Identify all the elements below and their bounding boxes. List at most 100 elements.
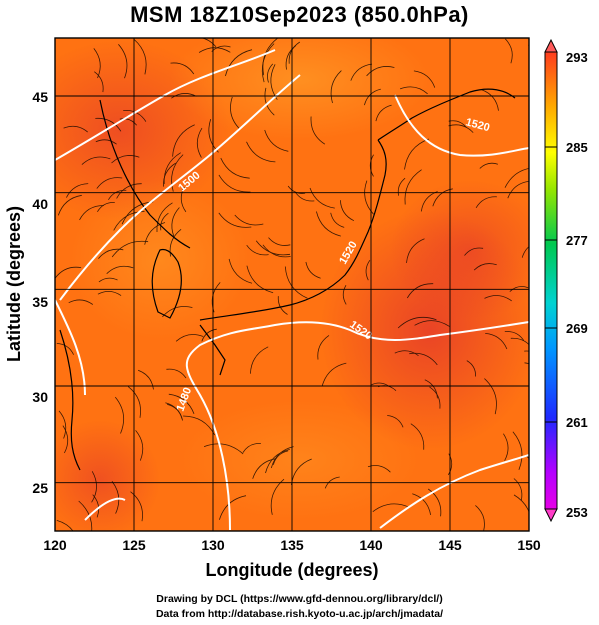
streamline xyxy=(137,369,154,390)
streamline xyxy=(413,70,436,88)
streamline xyxy=(118,44,128,79)
streamline xyxy=(79,205,104,221)
streamline xyxy=(521,246,529,258)
streamline xyxy=(168,393,195,414)
colorbar-top-arrow xyxy=(544,38,558,53)
streamline xyxy=(364,180,374,215)
streamline xyxy=(98,248,124,259)
streamline xyxy=(285,45,297,70)
streamline xyxy=(264,87,275,116)
streamline xyxy=(424,379,438,399)
y-tick-label: 30 xyxy=(32,389,48,405)
streamline xyxy=(250,346,269,374)
colorbar-tick-label: 253 xyxy=(566,505,588,520)
streamline xyxy=(484,295,512,302)
streamline xyxy=(63,125,88,133)
streamline xyxy=(106,265,134,274)
streamline xyxy=(114,396,125,434)
x-tick-label: 150 xyxy=(517,537,541,553)
streamline xyxy=(265,449,290,474)
streamline xyxy=(399,86,428,95)
streamline xyxy=(165,402,183,421)
streamline xyxy=(448,120,467,128)
x-tick-labels: 120 125 130 135 140 145 150 xyxy=(43,537,541,553)
streamline xyxy=(406,283,434,299)
x-tick-label: 145 xyxy=(438,537,462,553)
streamline xyxy=(119,118,138,126)
streamline xyxy=(410,423,425,450)
streamline xyxy=(160,212,169,231)
streamline xyxy=(464,247,484,256)
streamline xyxy=(288,41,301,64)
streamline xyxy=(427,488,442,517)
streamline xyxy=(404,169,422,205)
streamline xyxy=(56,343,74,355)
streamline xyxy=(201,328,217,342)
y-tick-labels: 25 30 35 40 45 xyxy=(32,89,48,496)
streamline xyxy=(166,368,187,379)
streamline xyxy=(524,362,529,365)
streamline xyxy=(270,478,285,515)
streamline xyxy=(504,168,529,188)
x-tick-label: 120 xyxy=(43,537,67,553)
streamline xyxy=(448,124,474,133)
streamline xyxy=(133,39,147,75)
streamline xyxy=(294,191,315,202)
streamline xyxy=(316,211,341,237)
streamline xyxy=(409,352,438,366)
streamline xyxy=(340,200,355,222)
streamline xyxy=(512,431,523,470)
streamline xyxy=(528,44,529,46)
streamline xyxy=(513,478,523,501)
streamline xyxy=(97,291,122,296)
streamline xyxy=(406,238,425,263)
colorbar-gradient xyxy=(544,51,558,510)
streamline xyxy=(372,503,410,513)
colorbar-tick-label: 293 xyxy=(566,50,588,65)
streamline xyxy=(92,494,100,518)
streamline xyxy=(397,316,437,329)
streamline xyxy=(479,162,499,169)
streamline xyxy=(370,382,390,387)
streamline xyxy=(350,63,373,81)
streamline xyxy=(57,194,82,216)
streamline xyxy=(196,127,203,158)
colorbar-tick-label: 285 xyxy=(566,140,588,155)
streamline xyxy=(524,350,529,352)
streamline xyxy=(91,471,97,503)
streamline xyxy=(246,141,276,163)
streamline xyxy=(234,214,264,226)
streamline xyxy=(485,333,508,350)
streamline xyxy=(475,505,485,531)
y-tick-label: 45 xyxy=(32,89,48,105)
height-contours xyxy=(55,49,529,531)
streamline xyxy=(218,212,252,228)
streamline xyxy=(429,386,441,409)
streamline xyxy=(58,410,67,439)
streamline xyxy=(144,222,166,245)
streamline xyxy=(172,124,195,157)
streamline xyxy=(397,177,406,196)
streamline xyxy=(228,258,253,284)
streamline xyxy=(412,493,431,515)
credit-drawing: Drawing by DCL (https://www.gfd-dennou.o… xyxy=(156,593,443,605)
streamline xyxy=(305,261,321,279)
streamline xyxy=(81,156,111,165)
streamline xyxy=(287,185,306,194)
streamline xyxy=(317,335,330,360)
streamline xyxy=(97,201,115,213)
streamline xyxy=(163,152,181,185)
streamline xyxy=(171,93,197,99)
streamline xyxy=(330,70,342,104)
streamline xyxy=(66,183,89,198)
x-axis-title: Longitude (degrees) xyxy=(205,560,378,580)
wind-streamlines xyxy=(55,38,529,531)
streamline xyxy=(56,520,74,531)
streamline xyxy=(466,360,477,377)
streamline xyxy=(171,207,180,237)
streamline xyxy=(484,378,497,415)
map-frame xyxy=(54,37,530,532)
streamline xyxy=(98,277,118,283)
streamline xyxy=(324,476,340,489)
streamline xyxy=(310,116,326,145)
